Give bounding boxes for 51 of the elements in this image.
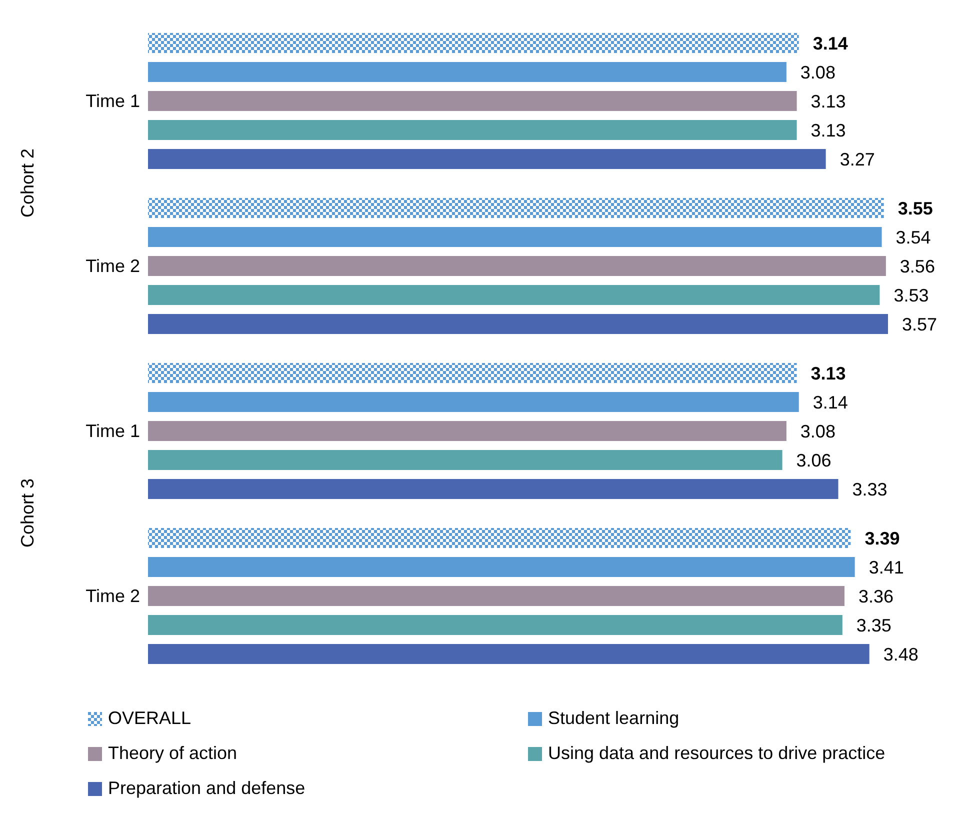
y-tick-label: Time 2 <box>86 256 140 276</box>
data-label: 3.08 <box>800 62 836 82</box>
data-label: 3.33 <box>852 479 888 500</box>
bar <box>148 479 838 499</box>
data-label: 3.13 <box>810 91 846 112</box>
data-label: 3.54 <box>896 227 931 248</box>
legend-label: Student learning <box>548 708 680 729</box>
data-label: 3.13 <box>810 120 846 140</box>
bar <box>148 62 786 82</box>
data-label: 3.35 <box>856 615 892 636</box>
data-label: 3.53 <box>894 285 929 306</box>
bar <box>148 256 886 276</box>
data-label: 3.36 <box>858 586 894 606</box>
data-label: 3.39 <box>864 528 900 548</box>
data-label: 3.56 <box>900 256 935 276</box>
bar <box>148 314 888 334</box>
legend-label: Using data and resources to drive practice <box>548 743 886 764</box>
data-label: 3.48 <box>883 644 918 664</box>
legend-label: OVERALL <box>108 708 192 729</box>
bar <box>148 91 797 111</box>
y-tick-label: Time 2 <box>86 586 140 606</box>
bar <box>148 450 782 470</box>
data-label: 3.27 <box>840 149 875 170</box>
data-label: 3.14 <box>812 392 848 412</box>
text: Cohort 3 <box>18 478 38 548</box>
data-label: 3.08 <box>800 421 836 442</box>
bar <box>148 557 855 577</box>
data-label: 3.41 <box>868 557 904 578</box>
data-label: 3.55 <box>898 198 933 218</box>
data-label: 3.13 <box>810 363 846 384</box>
legend-label: Theory of action <box>108 743 238 764</box>
bar <box>148 392 799 412</box>
bar <box>148 227 882 247</box>
bar <box>148 33 799 53</box>
text: Cohort 2 <box>18 148 38 218</box>
bar <box>148 421 786 441</box>
data-label: 3.06 <box>796 450 832 470</box>
y-tick-label: Time 1 <box>86 420 140 441</box>
bar <box>148 198 884 218</box>
legend-label: Preparation and defense <box>108 778 306 799</box>
bar <box>148 528 851 548</box>
bar <box>148 586 844 606</box>
data-label: 3.57 <box>902 314 938 334</box>
y-tick-label: Time 1 <box>86 90 140 111</box>
bar <box>148 285 880 305</box>
bar <box>148 644 870 664</box>
bar <box>148 363 797 383</box>
bar <box>148 120 797 140</box>
data-label: 3.14 <box>812 33 848 54</box>
bar <box>148 149 826 169</box>
bar <box>148 615 842 635</box>
